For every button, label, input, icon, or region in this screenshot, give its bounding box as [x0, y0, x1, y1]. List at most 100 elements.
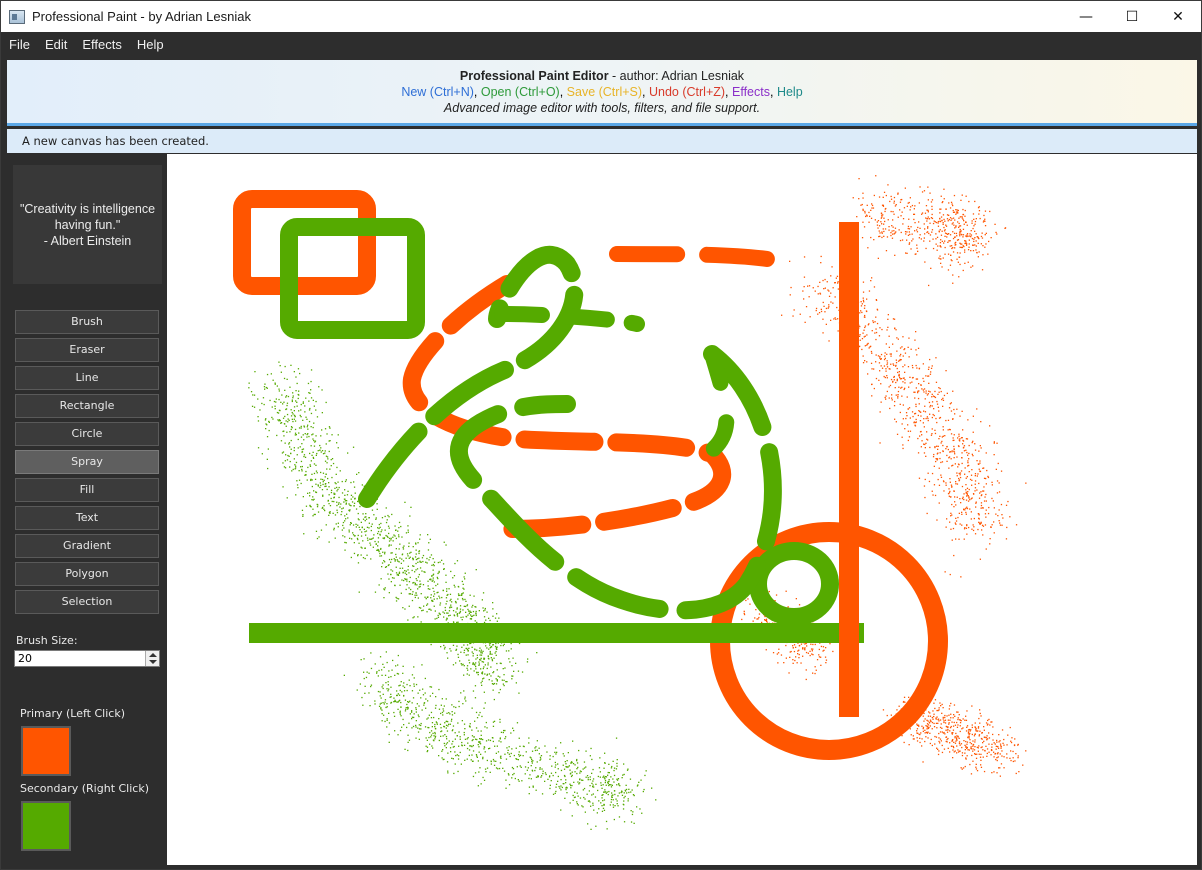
spray-dot [925, 390, 927, 392]
tool-rectangle-button[interactable]: Rectangle [15, 394, 159, 418]
spray-dot [344, 541, 346, 544]
spray-dot [459, 736, 461, 738]
menu-edit[interactable]: Edit [44, 37, 68, 52]
spray-dot [785, 657, 787, 659]
spray-dot [804, 648, 806, 650]
spray-dot [369, 705, 371, 707]
spray-dot [902, 447, 904, 450]
spray-dot [890, 353, 892, 355]
close-button[interactable]: ✕ [1172, 8, 1184, 25]
tool-fill-button[interactable]: Fill [15, 478, 159, 502]
spray-dot [443, 644, 445, 647]
spray-dot [320, 447, 322, 449]
spray-dot [913, 208, 915, 210]
shortcut-undo[interactable]: Undo (Ctrl+Z) [648, 85, 726, 99]
spray-dot [471, 615, 474, 617]
spray-dot [891, 230, 893, 232]
stepper-down-icon[interactable] [149, 660, 157, 664]
menu-help[interactable]: Help [136, 37, 164, 52]
spray-dot [621, 791, 623, 793]
spray-dot [604, 789, 606, 791]
tool-circle-button[interactable]: Circle [15, 422, 159, 446]
spray-dot [924, 405, 926, 407]
spray-dot [864, 335, 866, 337]
spray-dot [893, 202, 895, 204]
spray-dot [350, 481, 352, 484]
spray-dot [410, 588, 412, 591]
spray-dot [811, 653, 813, 655]
spray-dot [942, 222, 944, 224]
tool-brush-button[interactable]: Brush [15, 310, 159, 334]
spray-dot [956, 258, 958, 260]
spray-dot [972, 244, 974, 246]
tool-selection-button[interactable]: Selection [15, 590, 159, 614]
spray-dot [374, 703, 376, 705]
canvas-artwork[interactable] [167, 154, 1197, 865]
spray-dot [956, 745, 958, 747]
spray-dot [963, 740, 965, 742]
spray-dot [402, 672, 404, 674]
menu-file[interactable]: File [9, 37, 30, 52]
spray-dot [996, 480, 999, 482]
spray-dot [1017, 757, 1019, 759]
spray-dot [881, 236, 883, 239]
tool-gradient-button[interactable]: Gradient [15, 534, 159, 558]
spray-dot [612, 794, 614, 796]
spray-dot [336, 490, 338, 492]
spray-dot [940, 239, 942, 241]
brush-size-spinbox[interactable]: 20 [14, 650, 160, 667]
brush-size-stepper[interactable] [145, 651, 159, 666]
spray-dot [965, 492, 967, 494]
spray-dot [862, 299, 865, 301]
spray-dot [812, 643, 814, 646]
spray-dot [995, 745, 997, 747]
spray-dot [822, 318, 824, 320]
drawing-canvas[interactable] [167, 154, 1197, 865]
spray-dot [347, 490, 349, 492]
spray-dot [407, 529, 409, 531]
spray-dot [479, 647, 481, 649]
tool-line-button[interactable]: Line [15, 366, 159, 390]
shortcut-open[interactable]: Open (Ctrl+O) [480, 85, 560, 99]
shortcut-save[interactable]: Save (Ctrl+S) [566, 85, 643, 99]
spray-dot [432, 569, 434, 571]
maximize-button[interactable]: ☐ [1125, 8, 1139, 25]
spray-dot [291, 427, 293, 429]
spray-dot [326, 488, 328, 491]
spray-dot [395, 556, 397, 558]
spray-dot [794, 659, 796, 662]
spray-dot [603, 791, 605, 793]
menu-effects[interactable]: Effects [82, 37, 122, 52]
minimize-button[interactable]: — [1079, 8, 1093, 25]
spray-dot [290, 426, 293, 428]
secondary-color-swatch[interactable] [21, 801, 71, 851]
tool-spray-button[interactable]: Spray [15, 450, 159, 474]
spray-dot [932, 710, 934, 712]
spray-dot [327, 477, 329, 480]
spray-dot [1018, 771, 1020, 773]
spray-dot [459, 610, 462, 612]
tool-polygon-button[interactable]: Polygon [15, 562, 159, 586]
spray-dot [475, 610, 477, 613]
spray-dot [968, 749, 970, 751]
tool-eraser-button[interactable]: Eraser [15, 338, 159, 362]
spray-dot [949, 481, 951, 483]
spray-dot [252, 394, 254, 396]
stepper-up-icon[interactable] [149, 653, 157, 657]
primary-color-swatch[interactable] [21, 726, 71, 776]
spray-dot [818, 312, 821, 314]
spray-dot [421, 610, 423, 612]
spray-dot [869, 346, 871, 348]
spray-dot [908, 386, 910, 388]
shortcut-effects[interactable]: Effects [732, 85, 770, 99]
shortcut-new[interactable]: New (Ctrl+N) [401, 85, 474, 99]
spray-dot [295, 434, 297, 436]
spray-dot [943, 226, 945, 229]
tool-text-button[interactable]: Text [15, 506, 159, 530]
spray-dot [469, 594, 471, 596]
spray-dot [765, 619, 767, 621]
shortcut-help[interactable]: Help [776, 85, 803, 99]
spray-dot [910, 206, 912, 208]
spray-dot [828, 290, 830, 292]
spray-dot [424, 596, 426, 598]
